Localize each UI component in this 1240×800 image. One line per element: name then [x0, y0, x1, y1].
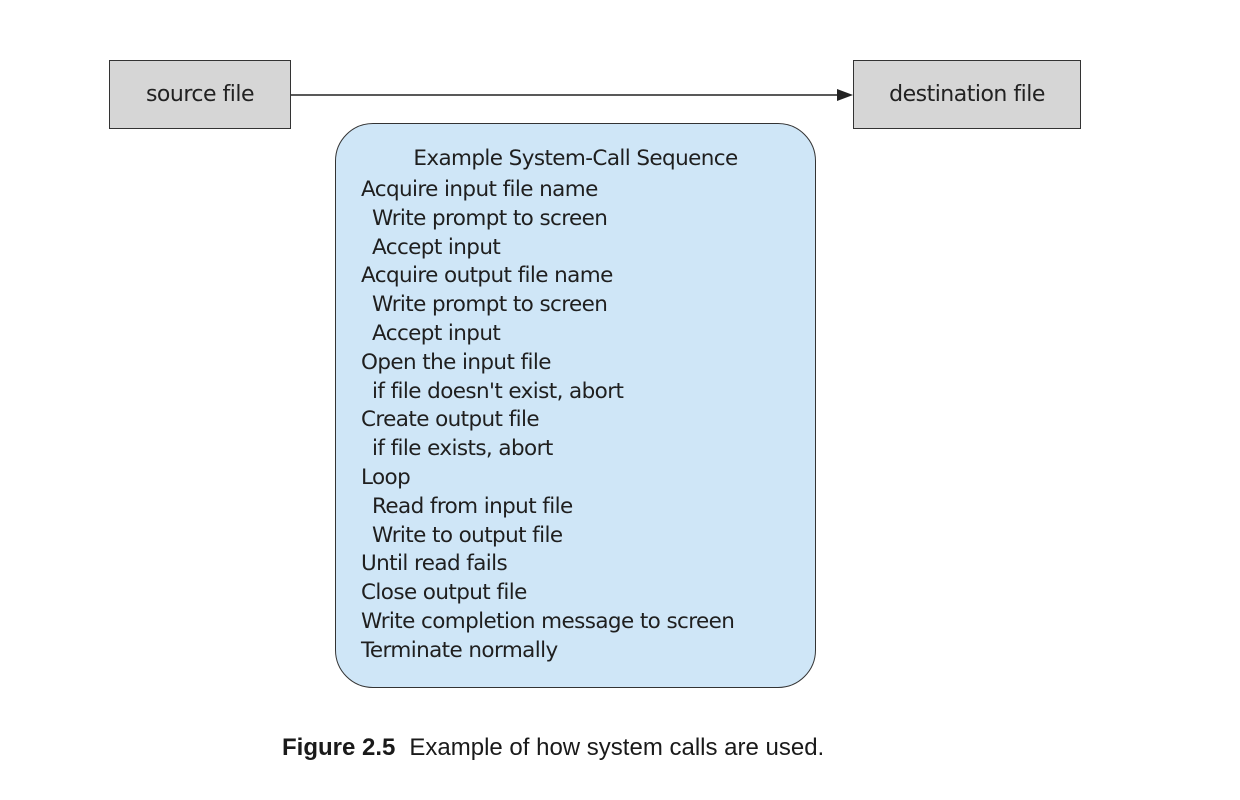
sequence-step: Accept input — [372, 320, 501, 346]
destination-file-label: destination file — [889, 82, 1045, 107]
sequence-step: if file exists, abort — [372, 436, 553, 462]
sequence-step: Write prompt to screen — [372, 292, 608, 318]
figure-caption: Figure 2.5 Example of how system calls ar… — [282, 734, 824, 762]
sequence-step: if file doesn't exist, abort — [372, 378, 624, 404]
sequence-step: Terminate normally — [361, 637, 558, 663]
sequence-step: Accept input — [372, 234, 501, 260]
source-file-box: source file — [109, 60, 291, 129]
figure-number: Figure 2.5 — [282, 734, 396, 761]
sequence-step: Create output file — [361, 407, 540, 433]
sequence-step: Loop — [361, 464, 411, 490]
sequence-step: Write to output file — [372, 522, 563, 548]
sequence-step: Close output file — [361, 580, 527, 606]
sequence-step-list: Acquire input file name Write prompt to … — [361, 176, 735, 666]
destination-file-box: destination file — [853, 60, 1081, 129]
sequence-step: Acquire input file name — [361, 177, 598, 202]
arrow-head — [837, 89, 853, 101]
source-file-label: source file — [145, 82, 255, 107]
sequence-step: Write prompt to screen — [372, 205, 608, 231]
sequence-step: Open the input file — [361, 349, 551, 375]
figure-caption-text: Example of how system calls are used. — [409, 734, 825, 761]
sequence-step: Acquire output file name — [361, 263, 613, 289]
system-call-sequence-panel: Example System-Call Sequence Acquire inp… — [335, 123, 816, 688]
sequence-step: Write completion message to screen — [361, 608, 735, 634]
sequence-step: Until read fails — [361, 551, 508, 577]
sequence-step: Read from input file — [372, 493, 573, 519]
sequence-title: Example System-Call Sequence — [413, 146, 738, 171]
